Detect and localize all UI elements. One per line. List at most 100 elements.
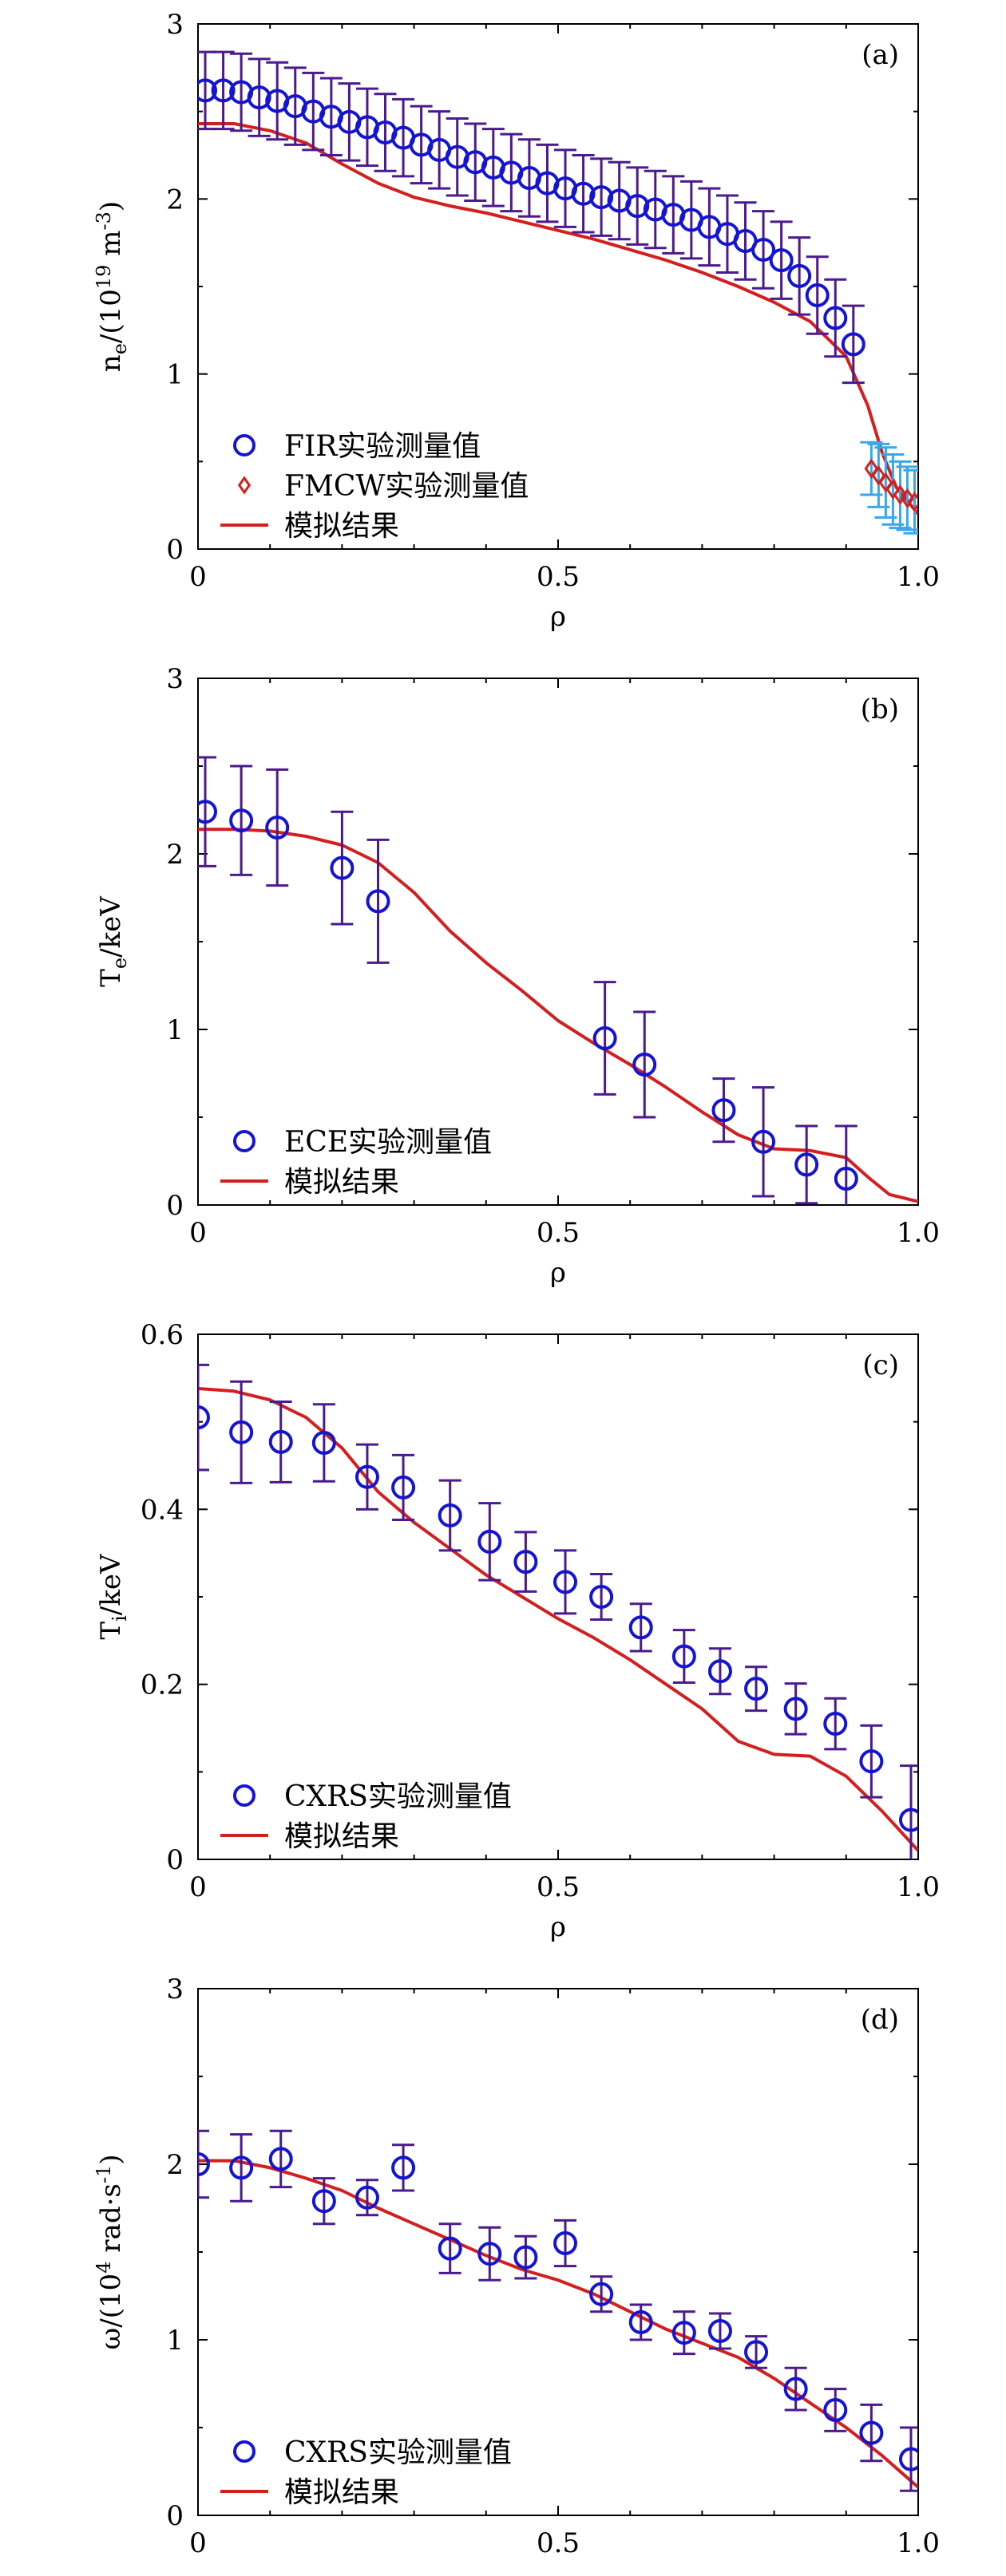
y-tick-label: 0 bbox=[166, 2500, 184, 2532]
measurement-point bbox=[198, 1405, 210, 1430]
fmcw-point bbox=[871, 465, 886, 486]
measurement-point bbox=[707, 2319, 732, 2343]
legend-label: FMCW实验测量值 bbox=[284, 470, 529, 503]
measurement-point bbox=[787, 263, 812, 288]
measurement-point bbox=[898, 2447, 918, 2471]
x-tick-label: 0 bbox=[189, 2527, 207, 2559]
fmcw-point bbox=[893, 484, 908, 505]
measurement-point bbox=[632, 1053, 657, 1077]
measurement-point bbox=[783, 2376, 808, 2401]
measurement-point bbox=[477, 1529, 502, 1554]
panel-label: (b) bbox=[861, 693, 899, 725]
measurement-point bbox=[268, 1429, 293, 1454]
legend-circle-swatch bbox=[233, 2440, 255, 2463]
measurement-point bbox=[391, 1475, 416, 1499]
measurement-point bbox=[671, 2321, 696, 2345]
measurement-point bbox=[229, 2155, 254, 2180]
legend-label: ECE实验测量值 bbox=[284, 1126, 492, 1159]
measurement-point bbox=[589, 2282, 614, 2306]
x-tick-label: 0 bbox=[189, 1217, 207, 1249]
measurement-point bbox=[841, 332, 865, 357]
data-layer bbox=[198, 756, 918, 1205]
measurement-point bbox=[898, 1808, 918, 1832]
measurement-point bbox=[354, 2185, 379, 2210]
legend-label: CXRS实验测量值 bbox=[284, 1780, 512, 1813]
x-axis-label: ρ bbox=[550, 1257, 566, 1289]
legend-circle-swatch bbox=[233, 1784, 255, 1807]
measurement-point bbox=[592, 1026, 617, 1050]
x-axis-label: ρ bbox=[550, 601, 566, 633]
y-tick-label: 1 bbox=[166, 1014, 184, 1046]
measurement-point bbox=[628, 1615, 653, 1640]
y-tick-label: 3 bbox=[166, 1973, 184, 2005]
x-axis-label: ρ bbox=[550, 1911, 566, 1943]
fmcw-point bbox=[864, 458, 879, 479]
y-tick-label: 0 bbox=[166, 1190, 184, 1222]
y-tick-label: 1 bbox=[166, 359, 184, 391]
measurement-point bbox=[330, 855, 354, 880]
measurement-point bbox=[751, 1129, 776, 1154]
measurement-point bbox=[229, 1420, 254, 1444]
measurement-point bbox=[571, 181, 596, 206]
measurement-point bbox=[354, 1464, 379, 1489]
measurement-point bbox=[553, 1570, 578, 1594]
y-tick-label: 2 bbox=[166, 184, 184, 215]
y-axis-label: ne/(1019 m-3) bbox=[93, 201, 131, 372]
measurement-point bbox=[438, 2236, 462, 2261]
measurement-point bbox=[769, 248, 794, 273]
y-tick-label: 0 bbox=[166, 1844, 184, 1876]
measurement-point bbox=[211, 78, 236, 103]
y-tick-label: 0 bbox=[166, 534, 184, 566]
data-layer bbox=[198, 1363, 918, 1859]
x-tick-label: 0 bbox=[189, 1871, 207, 1903]
measurement-point bbox=[671, 1644, 696, 1669]
simulation-line bbox=[198, 2159, 918, 2489]
measurement-point bbox=[198, 2152, 210, 2176]
measurement-point bbox=[513, 2245, 538, 2270]
measurement-point bbox=[198, 78, 218, 103]
fmcw-point bbox=[907, 492, 918, 512]
measurement-point bbox=[477, 2242, 502, 2266]
y-axis-label: ω/(104 rad·s-1) bbox=[93, 2154, 127, 2349]
measurement-point bbox=[366, 889, 390, 914]
panel-label: (d) bbox=[861, 2004, 899, 2036]
measurement-point bbox=[711, 1098, 736, 1123]
measurement-point bbox=[513, 1550, 538, 1574]
measurement-point bbox=[311, 2189, 336, 2214]
legend-label: 模拟结果 bbox=[284, 1166, 399, 1199]
measurement-point bbox=[805, 282, 830, 307]
simulation-line bbox=[198, 1386, 918, 1852]
legend-label: CXRS实验测量值 bbox=[284, 2436, 512, 2469]
x-tick-label: 0.5 bbox=[537, 1871, 580, 1903]
measurement-point bbox=[311, 1430, 336, 1455]
measurement-point bbox=[589, 185, 614, 210]
data-layer bbox=[198, 50, 918, 535]
x-tick-label: 0.5 bbox=[537, 2527, 580, 2559]
panel-label: (a) bbox=[861, 39, 899, 71]
fmcw-point bbox=[885, 479, 901, 500]
legend-circle-swatch bbox=[233, 434, 255, 456]
legend-diamond-swatch bbox=[237, 476, 252, 495]
measurement-point bbox=[744, 1677, 769, 1701]
measurement-point bbox=[794, 1152, 819, 1177]
y-axis-label: Ti/keV bbox=[95, 1553, 131, 1640]
legend-label: 模拟结果 bbox=[284, 510, 399, 543]
x-tick-label: 1.0 bbox=[897, 2527, 940, 2559]
y-tick-label: 3 bbox=[166, 663, 184, 695]
legend-label: 模拟结果 bbox=[284, 1820, 399, 1853]
measurement-point bbox=[391, 2155, 416, 2180]
x-tick-label: 0.5 bbox=[537, 1217, 580, 1249]
measurement-point bbox=[859, 2420, 884, 2445]
x-tick-label: 1.0 bbox=[897, 1217, 940, 1249]
x-tick-label: 1.0 bbox=[897, 561, 940, 593]
measurement-point bbox=[628, 2310, 653, 2334]
measurement-point bbox=[834, 1167, 858, 1191]
measurement-point bbox=[198, 800, 218, 824]
legend-label: 模拟结果 bbox=[284, 2476, 399, 2509]
data-layer bbox=[198, 2129, 918, 2492]
measurement-point bbox=[751, 237, 776, 262]
